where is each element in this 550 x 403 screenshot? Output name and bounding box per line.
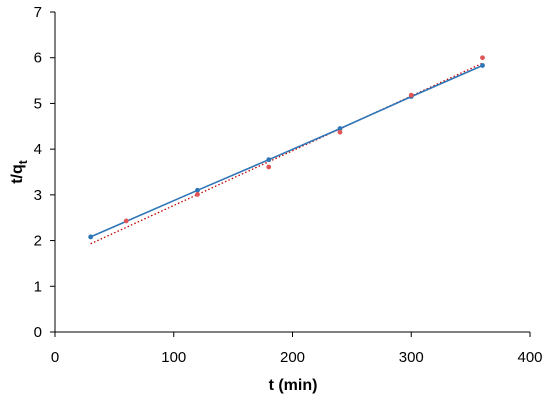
y-tick-label: 3 bbox=[34, 187, 42, 204]
y-tick-label: 2 bbox=[34, 233, 42, 250]
series-2-point bbox=[337, 129, 343, 135]
y-tick-label: 5 bbox=[34, 95, 42, 112]
x-tick-label: 300 bbox=[399, 349, 424, 366]
series-2-point bbox=[195, 192, 200, 197]
x-axis-label: t (min) bbox=[269, 377, 318, 394]
series-1-point bbox=[266, 157, 272, 163]
y-tick-label: 6 bbox=[34, 50, 42, 67]
x-tick-label: 100 bbox=[161, 349, 186, 366]
series-1-point bbox=[195, 187, 200, 193]
series-1-line bbox=[90, 64, 483, 238]
x-tick-label: 0 bbox=[51, 349, 59, 366]
series-1-point bbox=[480, 63, 485, 68]
plot-area: 0 1 2 3 4 5 6 7 0 100 200 300 400 bbox=[34, 4, 543, 366]
series-2-point bbox=[266, 164, 272, 170]
series-2-point bbox=[123, 218, 129, 224]
series-1-point bbox=[337, 126, 343, 131]
trendline-dotted bbox=[90, 62, 483, 245]
y-axis-label-main: t/q bbox=[9, 164, 26, 184]
y-axis-label: t/qt bbox=[9, 160, 30, 184]
y-tick-label: 0 bbox=[34, 324, 42, 341]
y-tick-label: 7 bbox=[34, 4, 42, 21]
series-2-point bbox=[408, 92, 414, 98]
x-tick-label: 200 bbox=[280, 349, 305, 366]
y-tick-label: 1 bbox=[34, 278, 42, 295]
y-axis-label-subscript: t bbox=[16, 160, 30, 164]
y-tick-label: 4 bbox=[34, 141, 42, 158]
series-2-point bbox=[480, 55, 485, 61]
x-tick-label: 400 bbox=[517, 349, 542, 366]
series-1-point bbox=[88, 234, 94, 240]
